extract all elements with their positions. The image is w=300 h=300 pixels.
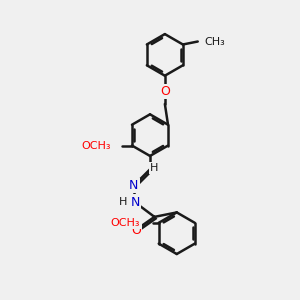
Text: OCH₃: OCH₃ bbox=[82, 140, 111, 151]
Text: H: H bbox=[119, 197, 127, 207]
Text: CH₃: CH₃ bbox=[204, 37, 225, 46]
Text: H: H bbox=[150, 163, 159, 173]
Text: N: N bbox=[129, 179, 138, 192]
Text: O: O bbox=[131, 224, 141, 237]
Text: N: N bbox=[130, 196, 140, 208]
Text: OCH₃: OCH₃ bbox=[110, 218, 140, 228]
Text: O: O bbox=[160, 85, 170, 98]
